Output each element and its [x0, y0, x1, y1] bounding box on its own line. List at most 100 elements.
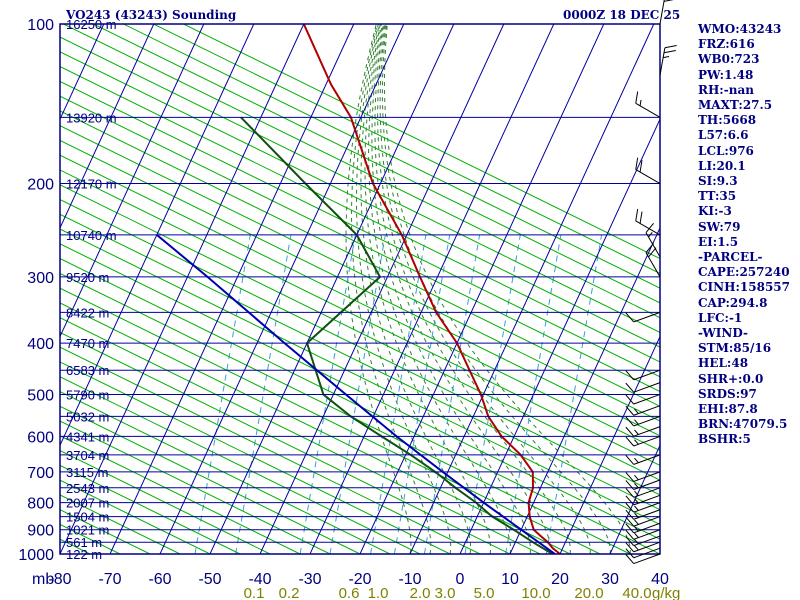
dry-adiabat-line: [60, 390, 391, 554]
dry-adiabat-line: [60, 331, 511, 554]
wind-barb: [625, 547, 661, 559]
index-item: BSHR:5: [698, 432, 751, 447]
mixing-ratio-tick-label: 2.0: [410, 585, 431, 600]
wind-barb-feather: [639, 211, 643, 224]
index-item: CAP:294.8: [698, 295, 768, 310]
height-label: 3115 m: [66, 465, 108, 480]
height-label: 5032 m: [66, 409, 109, 424]
wind-barb-feather: [625, 502, 635, 513]
mixing-ratio-tick-label: 0.6: [339, 585, 360, 600]
wind-barb-half-feather: [634, 429, 639, 435]
wind-barb-feather: [625, 382, 635, 393]
height-label: 3704 m: [66, 448, 109, 463]
height-label: 12170 m: [66, 177, 117, 192]
index-item: L57:6.6: [698, 128, 749, 143]
wind-barb-half-feather: [634, 482, 639, 489]
wind-barb-feather: [664, 45, 677, 49]
pressure-unit-label: mb: [32, 571, 54, 588]
chart-datetime: 0000Z 18 DEC 25: [563, 8, 681, 22]
wind-barb-half-feather: [634, 505, 639, 511]
index-item: FRZ:616: [698, 37, 755, 52]
index-item: TT:35: [698, 189, 737, 204]
wind-barb-feather: [625, 509, 635, 520]
temperature-tick-label: -30: [298, 571, 321, 588]
wind-barb: [625, 487, 661, 498]
dry-adiabat-line: [60, 272, 631, 554]
wind-barb-half-feather: [634, 457, 639, 464]
wind-barb: [625, 393, 661, 405]
isotherm-line: [109, 24, 355, 554]
wind-barb: [625, 479, 661, 491]
index-item: PW:1.48: [698, 67, 754, 82]
wind-barb: [625, 382, 661, 393]
mixing-ratio-tick-label: 5.0: [474, 585, 495, 600]
dewpoint-trace: [240, 116, 554, 554]
pressure-tick-label: 800: [27, 496, 54, 513]
index-item: TH:5668: [698, 113, 757, 128]
mixing-ratio-tick-label: 0.2: [279, 585, 300, 600]
wind-barb-shaft: [645, 252, 661, 278]
pressure-tick-label: 500: [27, 387, 54, 404]
height-label: 9520 m: [66, 270, 109, 285]
index-item: LFC:-1: [698, 310, 743, 325]
index-item: CAPE:257240: [698, 265, 790, 280]
wind-barb-half-feather: [634, 526, 639, 532]
wind-barb-feather: [625, 487, 635, 498]
wind-barb: [625, 454, 661, 465]
wind-barb-feather: [645, 243, 654, 253]
index-item: RH:-nan: [698, 82, 754, 97]
isotherm-line: [609, 444, 660, 554]
wind-barb-half-feather: [663, 56, 670, 59]
wind-barb-half-feather: [639, 99, 642, 106]
dry-adiabat-line: [60, 228, 660, 526]
index-item: WB0:723: [698, 52, 760, 67]
wind-barb-shaft: [633, 426, 661, 437]
height-label: 561 m: [66, 535, 102, 550]
temperature-tick-label: 10: [501, 571, 519, 588]
temperature-tick-label: -60: [148, 571, 171, 588]
index-item: KI:-3: [698, 204, 732, 219]
temperature-tick-label: -80: [48, 571, 71, 588]
dry-adiabat-line: [60, 346, 481, 554]
wind-barb-feather: [625, 542, 635, 553]
height-label: 8422 m: [66, 305, 109, 320]
isotherm-line: [0, 24, 4, 554]
dry-adiabat-line: [60, 258, 660, 554]
isotherm-line: [209, 24, 455, 554]
wind-barb-feather: [625, 436, 635, 447]
index-item: BRN:47079.5: [698, 417, 788, 432]
wind-barb-feather: [625, 405, 635, 416]
index-item: LCL:976: [698, 143, 754, 158]
height-label: 2543 m: [66, 481, 109, 496]
dry-adiabat-line: [60, 36, 660, 334]
temperature-tick-label: 40: [651, 571, 669, 588]
wind-barb-half-feather: [634, 419, 639, 425]
wind-barb-half-feather: [634, 539, 639, 545]
wind-barb-feather: [625, 370, 635, 381]
wind-barb-feather: [625, 529, 635, 540]
wind-barb-half-feather: [648, 231, 653, 238]
dry-adiabat-line: [60, 125, 660, 422]
isotherm-line: [60, 24, 305, 554]
wind-barb: [625, 494, 661, 506]
isotherm-line: [60, 24, 105, 121]
wind-barb-half-feather: [634, 439, 639, 445]
wind-barb-shaft: [633, 553, 661, 565]
dry-adiabat-line: [60, 154, 660, 452]
pressure-tick-label: 100: [27, 17, 54, 34]
isotherm-line: [509, 226, 660, 554]
dry-adiabat-line: [60, 169, 660, 466]
dry-adiabat-line: [60, 376, 421, 554]
wind-barb: [625, 471, 661, 482]
wind-barb-feather: [648, 247, 657, 258]
dry-adiabat-line: [92, 24, 660, 304]
dry-adiabat-line: [60, 95, 660, 393]
wind-barb-feather: [625, 472, 635, 482]
isotherm-line: [60, 24, 255, 447]
pressure-tick-label: 900: [27, 523, 54, 540]
height-label: 7470 m: [66, 336, 109, 351]
mixing-ratio-unit-label: g/kg: [652, 585, 680, 600]
dry-adiabats: [60, 24, 660, 554]
wind-barb: [625, 415, 661, 427]
